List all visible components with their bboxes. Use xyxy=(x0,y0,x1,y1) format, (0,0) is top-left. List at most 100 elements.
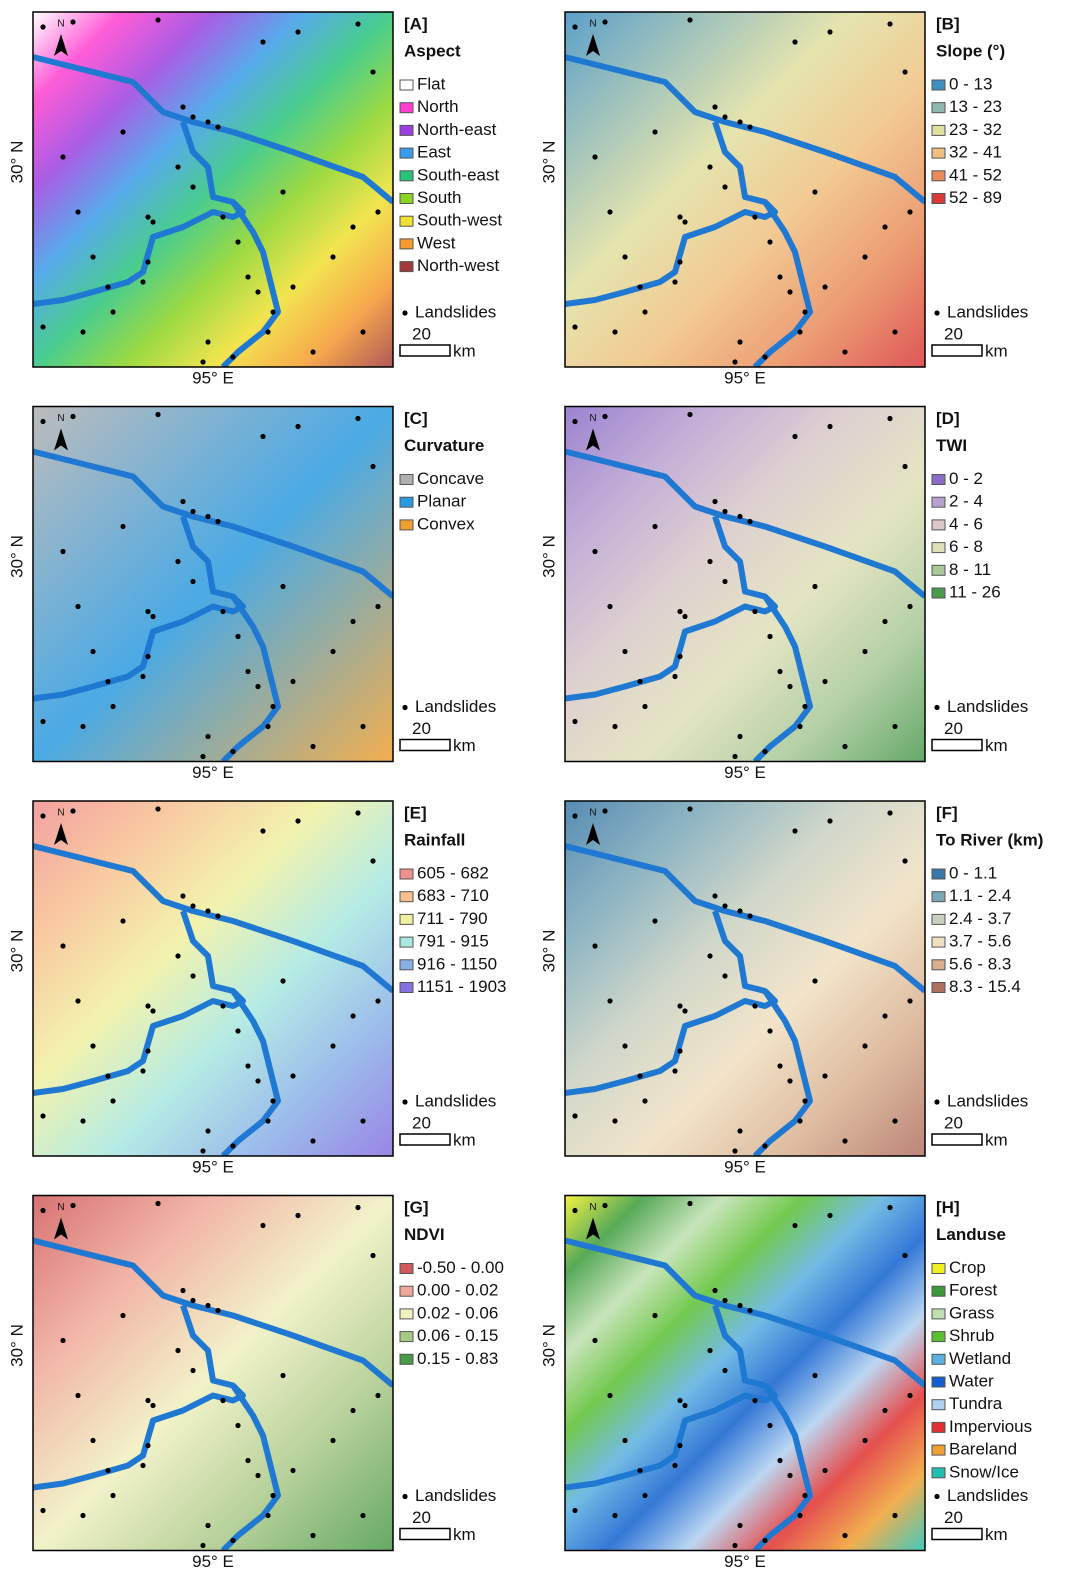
landslide-point xyxy=(40,1113,45,1118)
landslide-point xyxy=(677,259,682,264)
landslide-point xyxy=(682,614,687,619)
landslide-point xyxy=(602,414,607,419)
landslide-point xyxy=(637,1073,642,1078)
legend-swatch xyxy=(400,869,413,879)
legend-entry: Grass xyxy=(949,1303,994,1322)
landslide-point xyxy=(802,704,807,709)
legend-entry: 3.7 - 5.6 xyxy=(949,932,1011,951)
panel-label: [A] xyxy=(404,14,428,33)
scale-value: 20 xyxy=(412,1508,431,1527)
scale-bar xyxy=(400,740,450,751)
landslide-point xyxy=(370,464,375,469)
landslide-point xyxy=(150,614,155,619)
legend-entry: West xyxy=(417,233,456,252)
landslide-point xyxy=(767,634,772,639)
legend-swatch xyxy=(932,497,945,507)
landslide-point xyxy=(255,1473,260,1478)
landslide-point xyxy=(622,649,627,654)
map-panel: N30° N95° E[F]To River (km)0 - 1.11.1 - … xyxy=(539,801,1043,1176)
landslide-point xyxy=(707,164,712,169)
landslide-point xyxy=(827,1213,832,1218)
panel-label: [D] xyxy=(936,409,960,428)
legend-swatch xyxy=(932,520,945,530)
legend-entry: 1151 - 1903 xyxy=(417,977,506,996)
panel-label: [F] xyxy=(936,803,958,822)
legend-swatch xyxy=(932,588,945,598)
landslide-point xyxy=(777,669,782,674)
longitude-label: 95° E xyxy=(724,763,766,782)
legend-entry: 0 - 1.1 xyxy=(949,863,997,882)
landslide-point xyxy=(180,104,185,109)
landslide-point xyxy=(205,734,210,739)
landslide-point xyxy=(110,704,115,709)
landslide-point xyxy=(637,679,642,684)
scale-bar xyxy=(932,1134,982,1145)
legend-title: Rainfall xyxy=(404,830,465,849)
landslide-point xyxy=(602,808,607,813)
landslide-point xyxy=(145,609,150,614)
landslide-point xyxy=(190,1298,195,1303)
map-panel: N30° N95° E[H]LanduseCropForestGrassShru… xyxy=(539,1196,1032,1571)
landslide-point xyxy=(140,1463,145,1468)
landslide-point xyxy=(752,1003,757,1008)
landslide-point xyxy=(270,1493,275,1498)
scale-value: 20 xyxy=(944,1113,963,1132)
landslide-point xyxy=(592,943,597,948)
landslide-point xyxy=(350,224,355,229)
landslide-point xyxy=(355,810,360,815)
landslide-point xyxy=(677,609,682,614)
landslide-legend-symbol xyxy=(402,310,407,315)
landslide-point xyxy=(145,214,150,219)
landslide-point xyxy=(762,1143,767,1148)
panel-label: [G] xyxy=(404,1198,429,1217)
landslide-point xyxy=(722,114,727,119)
landslide-point xyxy=(145,1048,150,1053)
legend-entry: Landslides xyxy=(947,697,1028,716)
legend-swatch xyxy=(932,125,945,135)
landslide-point xyxy=(245,1458,250,1463)
landslide-point xyxy=(592,549,597,554)
legend-swatch xyxy=(932,1264,945,1274)
landslide-point xyxy=(622,1043,627,1048)
landslide-point xyxy=(722,509,727,514)
scale-bar xyxy=(400,1134,450,1145)
landslide-point xyxy=(220,1003,225,1008)
landslide-point xyxy=(672,674,677,679)
landslide-point xyxy=(330,649,335,654)
north-label: N xyxy=(57,413,64,424)
landslide-point xyxy=(175,164,180,169)
landslide-point xyxy=(812,189,817,194)
scale-unit: km xyxy=(453,1525,476,1544)
landslide-point xyxy=(360,1513,365,1518)
landslide-point xyxy=(747,519,752,524)
legend-entry: 11 - 26 xyxy=(949,582,1001,601)
legend-entry: 13 - 23 xyxy=(949,97,1002,116)
latitude-label: 30° N xyxy=(7,535,26,578)
landslide-point xyxy=(687,412,692,417)
landslide-point xyxy=(677,1398,682,1403)
landslide-point xyxy=(612,1513,617,1518)
landslide-point xyxy=(265,329,270,334)
legend-entry: 8.3 - 15.4 xyxy=(949,977,1021,996)
landslide-legend-symbol xyxy=(402,1099,407,1104)
landslide-point xyxy=(80,1513,85,1518)
landslide-point xyxy=(737,514,742,519)
landslide-point xyxy=(892,1513,897,1518)
landslide-point xyxy=(110,1493,115,1498)
landslide-point xyxy=(200,754,205,759)
legend-swatch xyxy=(400,520,413,530)
north-label: N xyxy=(589,413,596,424)
landslide-point xyxy=(105,1073,110,1078)
landslide-point xyxy=(652,918,657,923)
landslide-point xyxy=(190,579,195,584)
legend-entry: 41 - 52 xyxy=(949,165,1002,184)
landslide-point xyxy=(245,669,250,674)
landslide-point xyxy=(812,584,817,589)
landslide-point xyxy=(712,1288,717,1293)
legend-swatch xyxy=(932,1286,945,1296)
landslide-point xyxy=(572,24,577,29)
legend-entry: 8 - 11 xyxy=(949,560,991,579)
landslide-point xyxy=(822,1073,827,1078)
landslide-point xyxy=(215,124,220,129)
landslide-point xyxy=(642,704,647,709)
